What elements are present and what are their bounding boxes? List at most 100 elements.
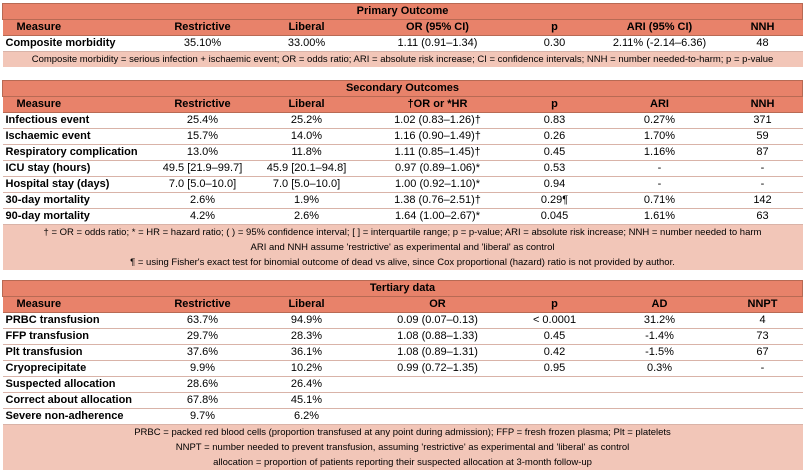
- tertiary-data-table: Tertiary data Measure Restrictive Liberal OR…: [1, 280, 804, 470]
- measure-cell: Respiratory complication: [2, 144, 155, 161]
- table-row: PRBC transfusion 63.7% 94.9% 0.09 (0.07–0.1…: [2, 312, 803, 329]
- column-header: Measure: [2, 96, 155, 113]
- column-header: Restrictive: [154, 96, 251, 113]
- value-cell: 0.45: [512, 144, 597, 161]
- secondary-title-row: Secondary Outcomes: [2, 80, 803, 97]
- value-cell: 1.16%: [596, 144, 723, 161]
- footnote-text: Composite morbidity = serious infection …: [2, 51, 803, 67]
- measure-cell: Cryoprecipitate: [2, 360, 155, 377]
- value-cell: 1.9%: [250, 192, 363, 209]
- column-header: Measure: [2, 19, 155, 36]
- value-cell: 1.11 (0.91–1.34): [362, 35, 513, 52]
- value-cell: 0.26: [512, 128, 597, 145]
- column-header: Liberal: [250, 19, 363, 36]
- value-cell: [722, 392, 803, 409]
- measure-cell: Ischaemic event: [2, 128, 155, 145]
- value-cell: 67: [722, 344, 803, 361]
- table-row: Severe non-adherence 9.7% 6.2%: [2, 408, 803, 425]
- value-cell: 11.8%: [250, 144, 363, 161]
- footnote-row: ¶ = using Fisher's exact test for binomi…: [2, 255, 803, 270]
- column-header: p: [512, 19, 597, 36]
- column-header: NNH: [722, 19, 803, 36]
- table-row: Ischaemic event 15.7% 14.0% 1.16 (0.90–1.49…: [2, 128, 803, 145]
- column-header: Measure: [2, 296, 155, 313]
- value-cell: [512, 392, 597, 409]
- footnote-text: NNPT = number needed to prevent transfus…: [2, 440, 803, 455]
- value-cell: 371: [722, 112, 803, 129]
- table-row: Cryoprecipitate 9.9% 10.2% 0.99 (0.72–1.35)…: [2, 360, 803, 377]
- secondary-outcomes-table: Secondary Outcomes Measure Restrictive Libe…: [2, 80, 803, 270]
- value-cell: [596, 376, 723, 393]
- value-cell: -: [596, 176, 723, 193]
- column-header: OR: [362, 296, 513, 313]
- value-cell: 33.00%: [250, 35, 363, 52]
- value-cell: 0.53: [512, 160, 597, 177]
- value-cell: 45.1%: [250, 392, 363, 409]
- value-cell: 0.42: [512, 344, 597, 361]
- value-cell: 0.95: [512, 360, 597, 377]
- value-cell: 31.2%: [596, 312, 723, 329]
- value-cell: 10.2%: [250, 360, 363, 377]
- value-cell: -: [722, 360, 803, 377]
- measure-cell: Suspected allocation: [2, 376, 155, 393]
- value-cell: 0.27%: [596, 112, 723, 129]
- measure-cell: Hospital stay (days): [2, 176, 155, 193]
- value-cell: 0.99 (0.72–1.35): [362, 360, 513, 377]
- value-cell: 1.08 (0.89–1.31): [362, 344, 513, 361]
- value-cell: 0.97 (0.89–1.06)*: [362, 160, 513, 177]
- value-cell: 0.045: [512, 208, 597, 225]
- table-row: 90-day mortality 4.2% 2.6% 1.64 (1.00–2.67)…: [2, 208, 803, 225]
- value-cell: [596, 392, 723, 409]
- footnote-text: PRBC = packed red blood cells (proportio…: [2, 424, 803, 440]
- value-cell: 7.0 [5.0–10.0]: [250, 176, 363, 193]
- column-header: Liberal: [250, 96, 363, 113]
- value-cell: 48: [722, 35, 803, 52]
- tertiary-table-title: Tertiary data: [1, 280, 804, 297]
- table-row: Plt transfusion 37.6% 36.1% 1.08 (0.89–1.31…: [2, 344, 803, 361]
- column-header: Restrictive: [154, 19, 251, 36]
- footnote-row: NNPT = number needed to prevent transfus…: [2, 440, 803, 455]
- value-cell: -1.5%: [596, 344, 723, 361]
- footnote-row: PRBC = packed red blood cells (proportio…: [2, 424, 803, 440]
- value-cell: 25.2%: [250, 112, 363, 129]
- value-cell: 63: [722, 208, 803, 225]
- value-cell: [722, 408, 803, 425]
- value-cell: 13.0%: [154, 144, 251, 161]
- measure-cell: Correct about allocation: [2, 392, 155, 409]
- value-cell: [362, 392, 513, 409]
- value-cell: 0.45: [512, 328, 597, 345]
- value-cell: 14.0%: [250, 128, 363, 145]
- value-cell: -1.4%: [596, 328, 723, 345]
- value-cell: 1.61%: [596, 208, 723, 225]
- column-header: †OR or *HR: [362, 96, 513, 113]
- column-header: NNPT: [722, 296, 803, 313]
- value-cell: [362, 376, 513, 393]
- value-cell: 2.6%: [250, 208, 363, 225]
- column-header: p: [512, 96, 597, 113]
- value-cell: -: [722, 160, 803, 177]
- table-row: Suspected allocation 28.6% 26.4%: [2, 376, 803, 393]
- value-cell: -: [596, 160, 723, 177]
- measure-cell: Infectious event: [2, 112, 155, 129]
- value-cell: 0.71%: [596, 192, 723, 209]
- measure-cell: FFP transfusion: [2, 328, 155, 345]
- value-cell: 1.64 (1.00–2.67)*: [362, 208, 513, 225]
- value-cell: 6.2%: [250, 408, 363, 425]
- footnote-row: allocation = proportion of patients repo…: [2, 455, 803, 470]
- measure-cell: 30-day mortality: [2, 192, 155, 209]
- measure-cell: Severe non-adherence: [2, 408, 155, 425]
- value-cell: 0.83: [512, 112, 597, 129]
- value-cell: 9.7%: [154, 408, 251, 425]
- value-cell: 29.7%: [154, 328, 251, 345]
- table-row: Composite morbidity 35.10% 33.00% 1.11 (0.9…: [2, 35, 803, 52]
- primary-title-row: Primary Outcome: [1, 3, 804, 20]
- column-header: AD: [596, 296, 723, 313]
- tertiary-header-row: Measure Restrictive Liberal OR p AD NNPT: [2, 296, 803, 313]
- value-cell: 37.6%: [154, 344, 251, 361]
- value-cell: [362, 408, 513, 425]
- measure-cell: 90-day mortality: [2, 208, 155, 225]
- value-cell: 45.9 [20.1–94.8]: [250, 160, 363, 177]
- tertiary-title-row: Tertiary data: [1, 280, 804, 297]
- column-header: Restrictive: [154, 296, 251, 313]
- value-cell: 0.3%: [596, 360, 723, 377]
